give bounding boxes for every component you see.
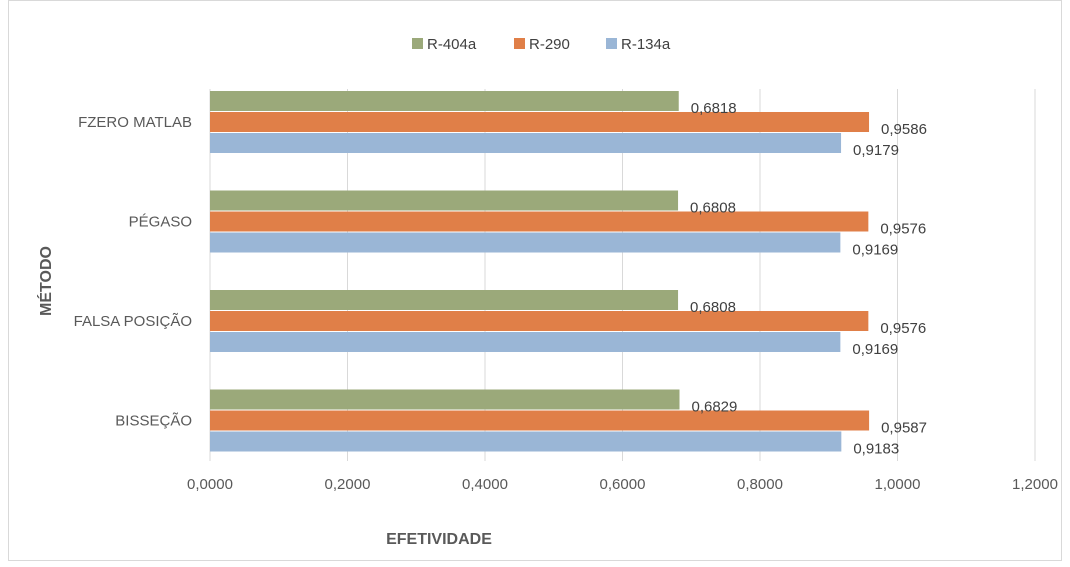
- category-label: PÉGASO: [129, 214, 192, 231]
- legend-swatch: [606, 38, 617, 49]
- data-label: 0,9183: [853, 441, 899, 458]
- bar-r-290: [210, 112, 870, 132]
- bar-r-134a: [210, 431, 842, 452]
- x-tick-label: 0,2000: [325, 476, 371, 493]
- legend-swatch: [412, 38, 423, 49]
- bar-r-134a: [210, 232, 841, 253]
- bar-r-404a: [210, 290, 679, 310]
- data-label: 0,9576: [880, 221, 926, 238]
- bar-r-404a: [210, 190, 679, 211]
- data-label: 0,6818: [691, 100, 737, 117]
- x-tick-label: 0,0000: [187, 476, 233, 493]
- category-label: FALSA POSIÇÃO: [74, 313, 192, 330]
- bar-r-290: [210, 211, 869, 232]
- data-label: 0,9586: [881, 121, 927, 138]
- x-tick-label: 0,4000: [462, 476, 508, 493]
- bars: [210, 91, 870, 452]
- x-tick-label: 0,6000: [600, 476, 646, 493]
- data-label: 0,9169: [852, 242, 898, 259]
- x-axis-title: EFETIVIDADE: [386, 531, 492, 548]
- data-label: 0,9179: [853, 142, 899, 159]
- bar-r-290: [210, 410, 870, 431]
- value-labels: 0,6818 0,9586 0,9179 0,6808 0,9576 0,9169 0,68…: [690, 100, 927, 458]
- bar-chart: 0,6818 0,9586 0,9179 0,6808 0,9576 0,9169 0,68…: [36, 36, 1058, 548]
- data-label: 0,6808: [690, 200, 736, 217]
- data-label: 0,9169: [852, 341, 898, 358]
- data-label: 0,6829: [691, 399, 737, 416]
- bar-r-134a: [210, 133, 842, 153]
- category-label: BISSEÇÃO: [115, 413, 192, 430]
- bar-r-404a: [210, 389, 680, 410]
- x-tick-label: 0,8000: [737, 476, 783, 493]
- x-tick-label: 1,0000: [875, 476, 921, 493]
- bar-r-290: [210, 311, 869, 331]
- legend-label: R-134a: [621, 36, 671, 53]
- data-label: 0,9587: [881, 420, 927, 437]
- x-tick-label: 1,2000: [1012, 476, 1058, 493]
- category-labels: FZERO MATLAB PÉGASO FALSA POSIÇÃO BISSEÇÃO: [74, 114, 192, 430]
- legend-swatch: [514, 38, 525, 49]
- legend: R-404a R-290 R-134a: [412, 36, 671, 53]
- legend-label: R-404a: [427, 36, 477, 53]
- bar-r-404a: [210, 91, 679, 111]
- chart-frame: 0,6818 0,9586 0,9179 0,6808 0,9576 0,9169 0,68…: [8, 0, 1062, 561]
- legend-label: R-290: [529, 36, 570, 53]
- data-label: 0,6808: [690, 299, 736, 316]
- x-tick-labels: 0,0000 0,2000 0,4000 0,6000 0,8000 1,0000 1,20…: [187, 476, 1058, 493]
- data-label: 0,9576: [880, 320, 926, 337]
- bar-r-134a: [210, 332, 841, 352]
- y-axis-title: MÉTODO: [36, 246, 55, 316]
- category-label: FZERO MATLAB: [78, 114, 192, 131]
